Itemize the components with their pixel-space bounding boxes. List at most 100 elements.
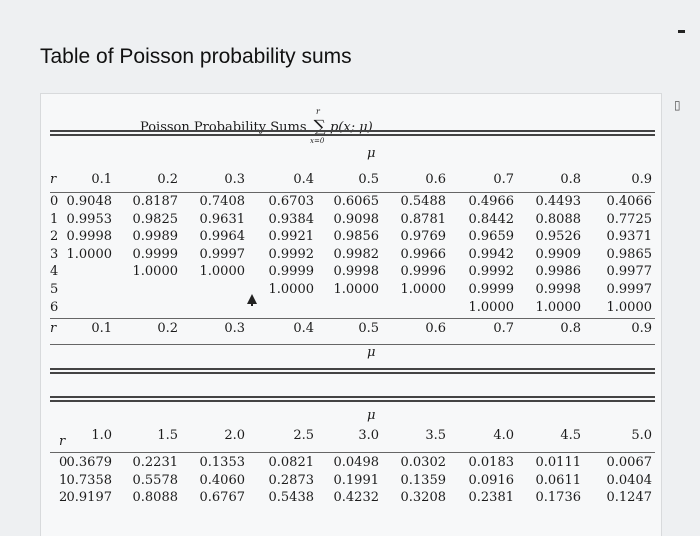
- table-cell: 0.2873: [268, 473, 315, 488]
- mu-column-header: 0.8: [560, 172, 581, 187]
- row-label-r: 3: [50, 247, 59, 262]
- table-cell: 0.0916: [468, 473, 515, 488]
- table-cell: 1.0000: [535, 300, 582, 315]
- table-cell: 0.0302: [400, 455, 447, 470]
- table-cell: 0.9998: [66, 229, 113, 244]
- table-cell: 1.0000: [132, 264, 179, 279]
- table-cell: 0.9998: [333, 264, 380, 279]
- table-cell: 1.0000: [268, 282, 315, 297]
- table-cell: 0.3208: [400, 490, 447, 505]
- mu-column-footer: 0.7: [493, 321, 514, 336]
- table-cell: 0.1991: [333, 473, 380, 488]
- table-cell: 0.9999: [468, 282, 515, 297]
- mu-column-footer: 0.5: [358, 321, 379, 336]
- mu-column-header: 0.5: [358, 172, 379, 187]
- table-rule: [50, 400, 655, 402]
- table-cell: 0.9953: [66, 212, 113, 227]
- table-rule: [50, 192, 655, 193]
- table-cell: 0.9526: [535, 229, 582, 244]
- table-cell: 0.2231: [132, 455, 179, 470]
- table-cell: 0.9986: [535, 264, 582, 279]
- textbook-page: [40, 93, 662, 536]
- table-cell: 0.9659: [468, 229, 515, 244]
- table-cell: 0.9197: [66, 490, 113, 505]
- table-cell: 0.9942: [468, 247, 515, 262]
- mu-column-header: 0.2: [157, 172, 178, 187]
- table-cell: 0.9769: [400, 229, 447, 244]
- table-cell: 1.0000: [199, 264, 246, 279]
- r-column-header: r: [50, 172, 57, 187]
- table-cell: 0.9992: [468, 264, 515, 279]
- caption-expression: p(x; μ): [329, 120, 373, 135]
- table-cell: 0.9825: [132, 212, 179, 227]
- table-cell: 0.4066: [606, 194, 653, 209]
- table-cell: 0.8187: [132, 194, 179, 209]
- sum-symbol: ∑: [313, 117, 326, 137]
- row-label-r: 2: [59, 490, 68, 505]
- table-cell: 0.9921: [268, 229, 315, 244]
- table-rule: [50, 318, 655, 319]
- mu-column-header: 1.5: [157, 428, 178, 443]
- mu-column-footer: 0.6: [425, 321, 446, 336]
- table-cell: 0.9909: [535, 247, 582, 262]
- mu-column-header: 2.5: [293, 428, 314, 443]
- table-cell: 0.8442: [468, 212, 515, 227]
- table-cell: 0.9977: [606, 264, 653, 279]
- table-cell: 0.9865: [606, 247, 653, 262]
- table-cell: 0.8088: [132, 490, 179, 505]
- table-cell: 0.4060: [199, 473, 246, 488]
- table-cell: 0.9999: [132, 247, 179, 262]
- table-cell: 0.5578: [132, 473, 179, 488]
- mu-column-header: 0.9: [631, 172, 652, 187]
- mu-column-footer: 0.8: [560, 321, 581, 336]
- row-label-r: 0: [59, 455, 68, 470]
- sum-lower-limit: x=0: [310, 137, 325, 145]
- table-cell: 0.0498: [333, 455, 380, 470]
- mu-column-header: 4.5: [560, 428, 581, 443]
- mu-label-table2: μ: [367, 408, 376, 423]
- table-cell: 0.6767: [199, 490, 246, 505]
- mu-column-footer: 0.2: [157, 321, 178, 336]
- table-rule: [50, 130, 655, 132]
- table-cell: 0.0404: [606, 473, 653, 488]
- table-caption: Poisson Probability Sums ∑ p(x; μ): [140, 116, 373, 137]
- table-cell: 0.9998: [535, 282, 582, 297]
- table-cell: 0.1353: [199, 455, 246, 470]
- document-icon[interactable]: ▯: [674, 98, 681, 112]
- table-rule: [50, 396, 655, 398]
- minimize-icon[interactable]: [678, 30, 685, 33]
- sum-upper-limit: r: [316, 107, 320, 116]
- row-label-r: 0: [50, 194, 59, 209]
- table-cell: 0.4232: [333, 490, 380, 505]
- table-cell: 0.9997: [199, 247, 246, 262]
- table-cell: 0.5488: [400, 194, 447, 209]
- table-cell: 0.7408: [199, 194, 246, 209]
- row-label-r: 1: [59, 473, 68, 488]
- table-cell: 0.9964: [199, 229, 246, 244]
- mu-column-footer: 0.3: [224, 321, 245, 336]
- table-cell: 0.7358: [66, 473, 113, 488]
- table-cell: 0.1359: [400, 473, 447, 488]
- mu-column-header: 0.1: [91, 172, 112, 187]
- table-rule: [50, 452, 655, 453]
- row-label-r: 5: [50, 282, 59, 297]
- mu-column-header: 1.0: [91, 428, 112, 443]
- caption-text: Poisson Probability Sums: [140, 120, 307, 135]
- table-cell: 0.4966: [468, 194, 515, 209]
- table-cell: 0.9982: [333, 247, 380, 262]
- table-cell: 1.0000: [468, 300, 515, 315]
- table-cell: 0.9384: [268, 212, 315, 227]
- table-cell: 0.9856: [333, 229, 380, 244]
- table-cell: 0.9992: [268, 247, 315, 262]
- table-cell: 0.2381: [468, 490, 515, 505]
- mu-label-bottom: μ: [367, 345, 376, 360]
- mu-column-header: 0.4: [293, 172, 314, 187]
- mu-column-header: 0.7: [493, 172, 514, 187]
- table-cell: 1.0000: [66, 247, 113, 262]
- table-cell: 1.0000: [606, 300, 653, 315]
- mu-column-header: 3.5: [425, 428, 446, 443]
- mu-column-footer: 0.1: [91, 321, 112, 336]
- table-rule: [50, 134, 655, 136]
- table-cell: 0.9371: [606, 229, 653, 244]
- table-cell: 0.9999: [268, 264, 315, 279]
